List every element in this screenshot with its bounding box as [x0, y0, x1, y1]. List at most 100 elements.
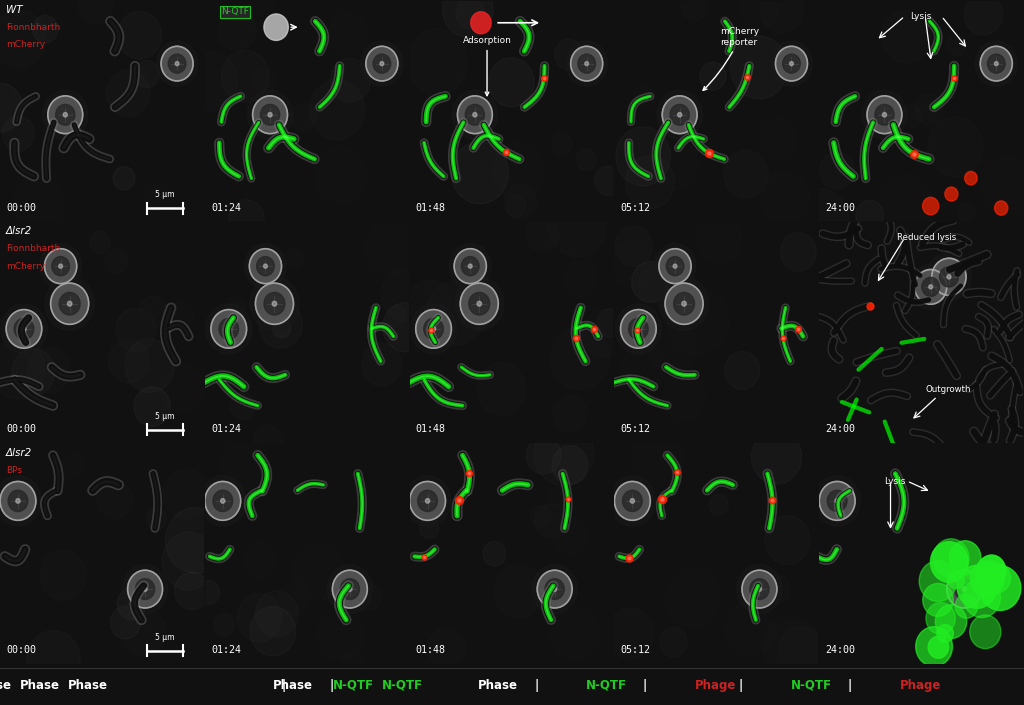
Circle shape	[819, 482, 855, 520]
Circle shape	[211, 309, 247, 348]
Circle shape	[980, 565, 1021, 611]
Circle shape	[0, 10, 46, 68]
Circle shape	[920, 560, 956, 601]
Circle shape	[410, 482, 445, 520]
Circle shape	[460, 283, 499, 324]
Circle shape	[667, 257, 684, 276]
Circle shape	[931, 541, 968, 582]
Text: |: |	[739, 679, 743, 692]
Circle shape	[175, 61, 179, 66]
Circle shape	[674, 293, 694, 315]
Circle shape	[673, 264, 677, 268]
Circle shape	[139, 296, 168, 326]
Text: N-QTF: N-QTF	[587, 679, 628, 692]
Text: Outgrowth: Outgrowth	[925, 385, 971, 394]
Circle shape	[250, 606, 296, 656]
Circle shape	[856, 200, 884, 230]
Circle shape	[548, 194, 606, 257]
Circle shape	[949, 541, 981, 575]
Circle shape	[928, 637, 948, 658]
Circle shape	[976, 556, 1006, 587]
Circle shape	[979, 555, 1006, 584]
Circle shape	[453, 90, 498, 140]
Text: mCherry: mCherry	[6, 40, 45, 49]
Circle shape	[752, 429, 802, 484]
Circle shape	[253, 425, 284, 459]
Circle shape	[458, 96, 493, 134]
Circle shape	[52, 257, 70, 276]
Circle shape	[14, 318, 34, 340]
Circle shape	[45, 277, 94, 331]
Circle shape	[933, 539, 969, 578]
Circle shape	[629, 318, 648, 340]
Circle shape	[248, 90, 293, 140]
Circle shape	[111, 606, 140, 639]
Text: N-QTF: N-QTF	[381, 679, 423, 692]
Text: mCherry
reporter: mCherry reporter	[703, 27, 760, 90]
Circle shape	[356, 583, 381, 611]
Text: 01:24: 01:24	[211, 645, 241, 655]
Circle shape	[932, 258, 966, 295]
Circle shape	[654, 243, 696, 289]
Circle shape	[174, 572, 209, 610]
Text: Fionnbharth: Fionnbharth	[6, 244, 60, 253]
Circle shape	[623, 490, 642, 512]
Circle shape	[165, 508, 226, 573]
Circle shape	[615, 304, 662, 354]
Circle shape	[730, 36, 788, 99]
Circle shape	[835, 498, 840, 503]
Circle shape	[914, 269, 947, 305]
Circle shape	[40, 243, 82, 289]
Circle shape	[118, 588, 146, 620]
Text: |: |	[848, 679, 852, 692]
Circle shape	[15, 498, 20, 503]
Circle shape	[249, 249, 282, 283]
Circle shape	[946, 35, 967, 56]
Circle shape	[947, 274, 951, 279]
Circle shape	[535, 504, 566, 539]
Circle shape	[531, 565, 578, 613]
Circle shape	[161, 47, 194, 81]
Text: Δlsr2: Δlsr2	[6, 226, 33, 236]
Circle shape	[122, 565, 168, 613]
Text: WT: WT	[6, 5, 23, 15]
Circle shape	[255, 283, 294, 324]
Circle shape	[245, 243, 287, 289]
Text: 01:24: 01:24	[211, 202, 241, 212]
Circle shape	[168, 54, 186, 73]
Text: 24:00: 24:00	[825, 645, 855, 655]
Circle shape	[22, 326, 26, 331]
Text: Phage: Phage	[900, 679, 941, 692]
Circle shape	[79, 0, 113, 23]
Circle shape	[980, 47, 1013, 81]
Circle shape	[632, 262, 670, 302]
Circle shape	[431, 326, 435, 331]
Circle shape	[272, 301, 276, 306]
Circle shape	[366, 47, 398, 81]
Circle shape	[462, 257, 479, 276]
Circle shape	[585, 61, 589, 66]
Circle shape	[44, 249, 77, 283]
Circle shape	[937, 625, 953, 642]
Circle shape	[361, 41, 402, 86]
Circle shape	[923, 197, 939, 215]
Circle shape	[33, 16, 58, 43]
Circle shape	[994, 61, 998, 66]
Circle shape	[467, 295, 497, 328]
Circle shape	[971, 561, 1004, 597]
Circle shape	[469, 293, 489, 315]
Circle shape	[483, 541, 506, 566]
Circle shape	[465, 104, 484, 125]
Circle shape	[609, 476, 655, 526]
Circle shape	[874, 104, 894, 125]
Circle shape	[965, 171, 977, 185]
Circle shape	[758, 587, 762, 591]
Circle shape	[468, 264, 472, 268]
Circle shape	[681, 0, 708, 20]
Circle shape	[264, 293, 285, 315]
Circle shape	[416, 309, 452, 348]
Circle shape	[976, 41, 1017, 86]
Text: Adsorption: Adsorption	[463, 36, 511, 96]
Circle shape	[253, 96, 288, 134]
Text: Fionnbharth: Fionnbharth	[6, 23, 60, 32]
